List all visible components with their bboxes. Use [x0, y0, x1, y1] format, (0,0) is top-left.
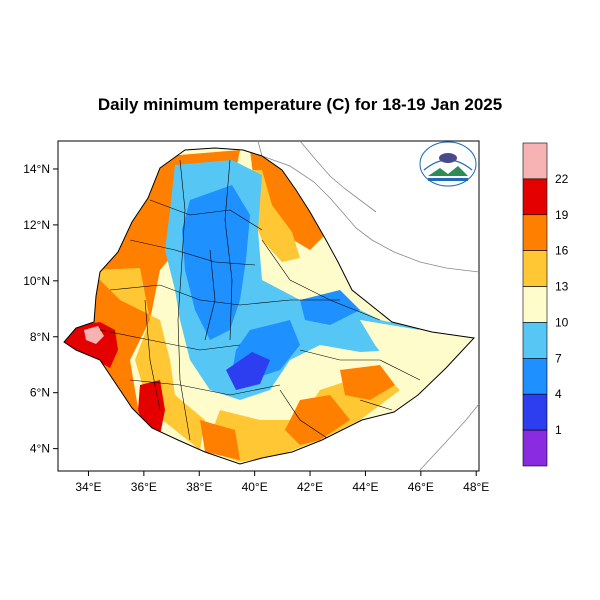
legend-color-box [522, 393, 548, 431]
legend-label: 22 [555, 172, 569, 186]
longitude-axis: 34°E 36°E 38°E 40°E 42°E 44°E 46°E 48°E [75, 471, 489, 494]
longitude-tick-label: 40°E [242, 480, 268, 494]
legend-color-box [522, 214, 548, 251]
legend-label: 1 [555, 423, 562, 437]
legend-color-box [522, 358, 548, 395]
longitude-tick-label: 36°E [131, 480, 157, 494]
longitude-tick-label: 38°E [186, 480, 212, 494]
legend-color-box [522, 178, 548, 216]
admin-boundaries [99, 159, 421, 441]
latitude-tick-label: 14°N [23, 162, 50, 176]
legend-color-box [522, 142, 548, 180]
legend-color-box [522, 322, 548, 359]
legend-label: 19 [555, 208, 569, 222]
latitude-tick-label: 6°N [30, 386, 50, 400]
latitude-tick-label: 10°N [23, 274, 50, 288]
legend-color-box [522, 250, 548, 287]
longitude-tick-label: 48°E [463, 480, 489, 494]
latitude-tick-label: 4°N [30, 442, 50, 456]
legend-label: 7 [555, 351, 562, 365]
legend-label: 4 [555, 387, 562, 401]
ethiopian-meteorology-institute-logo [419, 141, 477, 187]
latitude-axis: 14°N 12°N 10°N 8°N 6°N 4°N [23, 162, 58, 456]
longitude-tick-label: 46°E [408, 480, 434, 494]
map-title: Daily minimum temperature (C) for 18-19 … [97, 95, 503, 114]
legend-color-box [522, 429, 548, 467]
legend-label: 10 [555, 315, 569, 329]
latitude-tick-label: 8°N [30, 330, 50, 344]
coastline-lines [257, 140, 480, 471]
legend-label: 16 [555, 244, 569, 258]
longitude-tick-label: 42°E [297, 480, 323, 494]
longitude-tick-label: 34°E [75, 480, 101, 494]
legend-color-box [522, 286, 548, 323]
latitude-tick-label: 12°N [23, 218, 50, 232]
temperature-legend: 22 19 16 13 10 7 4 1 [522, 142, 569, 467]
longitude-tick-label: 44°E [352, 480, 378, 494]
legend-label: 13 [555, 280, 569, 294]
